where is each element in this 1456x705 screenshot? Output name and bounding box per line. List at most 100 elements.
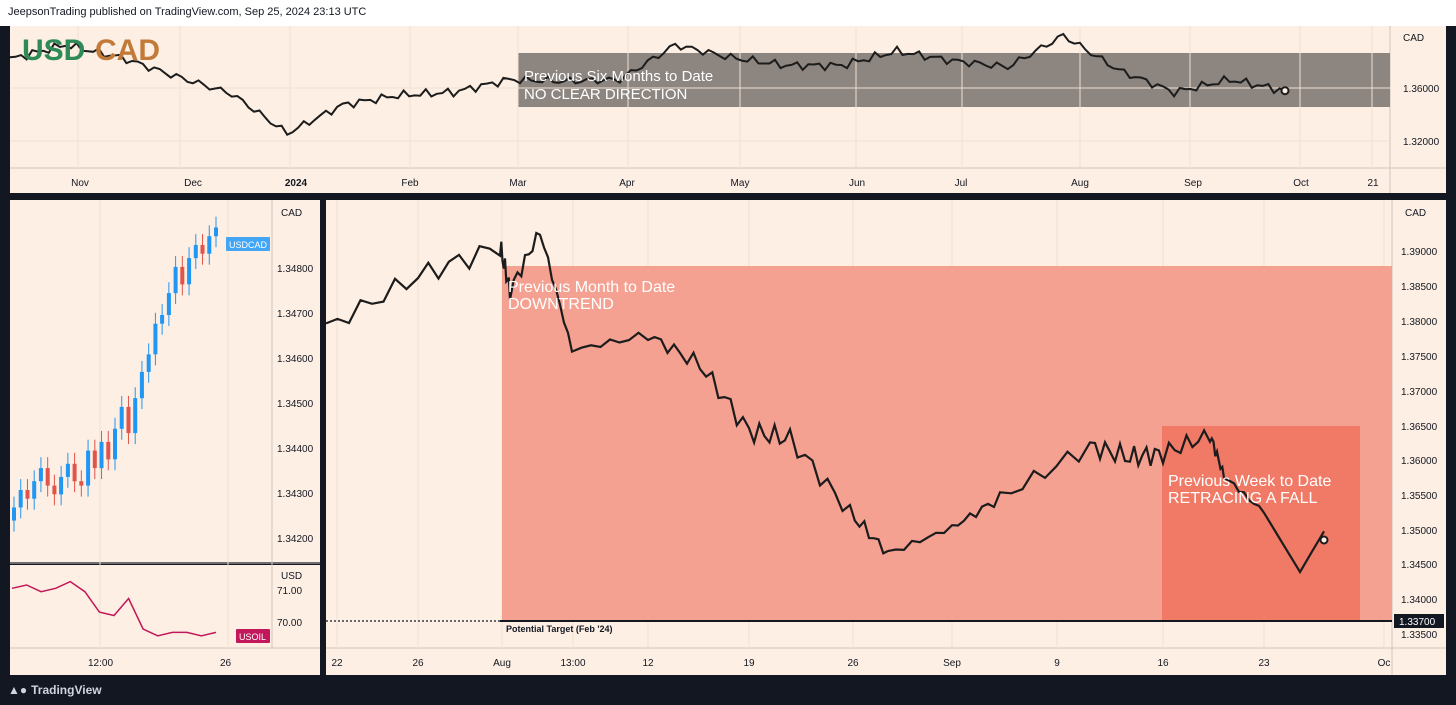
- main-price-tick: 1.37000: [1401, 387, 1438, 398]
- main-price-tick: 1.39000: [1401, 247, 1438, 258]
- left-price-tick: 1.34200: [277, 534, 314, 545]
- top-currency-label: CAD: [1403, 33, 1424, 44]
- left-price-tick: 1.34500: [277, 399, 314, 410]
- left-price-axis: [272, 200, 320, 562]
- candle-body: [99, 441, 104, 469]
- candle-body: [72, 463, 77, 482]
- candle-body: [173, 266, 178, 294]
- title-usd: USD: [22, 34, 85, 67]
- oil-tick-1: 71.00: [277, 586, 302, 597]
- oil-tick-2: 70.00: [277, 618, 302, 629]
- main-price-tick: 1.38500: [1401, 282, 1438, 293]
- candle-body: [106, 441, 111, 460]
- left-price-tick: 1.34400: [277, 444, 314, 455]
- candle-body: [65, 463, 70, 477]
- footer-brand-label: TradingView: [31, 683, 102, 697]
- candle-body: [59, 476, 64, 495]
- six-month-price-line: [9, 32, 1286, 136]
- candle-body: [214, 227, 218, 237]
- candle-body: [153, 323, 158, 355]
- main-time-tick: 26: [412, 658, 424, 669]
- top-time-tick: Apr: [619, 178, 635, 189]
- main-price-tick: 1.37500: [1401, 352, 1438, 363]
- candle-body: [160, 315, 165, 324]
- candle-body: [18, 490, 23, 508]
- candle-body: [146, 354, 151, 372]
- publish-info: JeepsonTrading published on TradingView.…: [8, 6, 367, 18]
- last-price-dot: [1280, 86, 1290, 96]
- usdcad-badge-label: USDCAD: [229, 240, 268, 250]
- main-time-tick: 9: [1054, 658, 1060, 669]
- left-price-tick: 1.34300: [277, 489, 314, 500]
- main-time-tick: Aug: [493, 658, 511, 669]
- top-time-tick: Mar: [509, 178, 527, 189]
- week-annotation-line2: RETRACING A FALL: [1168, 490, 1317, 507]
- target-price-badge: [1394, 614, 1444, 628]
- candle-body: [207, 236, 212, 254]
- main-currency-label: CAD: [1405, 208, 1426, 219]
- candle-body: [32, 481, 37, 499]
- top-time-tick: Jul: [955, 178, 968, 189]
- oil-currency-label: USD: [281, 571, 302, 582]
- usoil-badge-label: USOIL: [239, 632, 266, 642]
- target-price-badge-label: 1.33700: [1399, 617, 1436, 628]
- candle-body: [133, 398, 138, 434]
- month-annotation-line2: DOWNTREND: [508, 296, 614, 313]
- candle-body: [12, 507, 16, 521]
- top-time-tick: Nov: [71, 178, 89, 189]
- main-panel: Potential Target (Feb '24) Previous Mont…: [325, 200, 1446, 675]
- candle-body: [119, 406, 124, 429]
- main-time-tick: 22: [331, 658, 343, 669]
- main-time-tick: 16: [1157, 658, 1169, 669]
- month-price-line: [325, 231, 1325, 575]
- usoil-line: [11, 580, 217, 637]
- main-time-tick: 13:00: [560, 658, 585, 669]
- top-panel: Previous Six Months to Date NO CLEAR DIR…: [9, 26, 1446, 193]
- left-currency-label: CAD: [281, 208, 302, 219]
- candle-body: [25, 490, 30, 499]
- month-annotation-line1: Previous Month to Date: [508, 279, 675, 296]
- main-price-tick: 1.38000: [1401, 317, 1438, 328]
- candle-body: [187, 258, 192, 285]
- candle-body: [139, 371, 144, 399]
- chart-canvas[interactable]: Previous Six Months to Date NO CLEAR DIR…: [0, 0, 1456, 680]
- top-time-tick: Oct: [1293, 178, 1309, 189]
- main-price-axis: [1392, 200, 1446, 648]
- title-cad: CAD: [95, 34, 160, 67]
- main-price-tick: 1.35500: [1401, 491, 1438, 502]
- six-month-annotation-line1: Previous Six Months to Date: [524, 68, 713, 85]
- left-price-tick: 1.34700: [277, 309, 314, 320]
- left-time-axis: [10, 648, 320, 675]
- left-grid: [99, 200, 229, 648]
- publish-bar: JeepsonTrading published on TradingView.…: [0, 0, 1456, 26]
- main-time-tick: 26: [847, 658, 859, 669]
- left-time-tick-2: 26: [220, 658, 232, 669]
- candle-body: [45, 468, 50, 486]
- six-month-annotation-line2: NO CLEAR DIRECTION: [524, 86, 687, 103]
- candle-body: [113, 428, 117, 460]
- week-annotation-line1: Previous Week to Date: [1168, 473, 1331, 490]
- footer-brand[interactable]: ▲● TradingView: [8, 683, 102, 697]
- top-price-tick-2: 1.32000: [1403, 137, 1440, 148]
- left-time-tick-1: 12:00: [88, 658, 113, 669]
- main-price-tick: 1.36000: [1401, 456, 1438, 467]
- top-time-ticks: Nov Dec 2024 Feb Mar Apr May Jun Jul Aug Sep Oct 21: [71, 178, 1379, 189]
- main-time-tick: 19: [743, 658, 755, 669]
- main-time-tick: 23: [1258, 658, 1270, 669]
- usdcad-badge: [226, 237, 270, 251]
- tradingview-logo-icon: ▲●: [8, 683, 28, 697]
- top-time-tick: 2024: [285, 178, 308, 189]
- left-panel: CAD 1.348001.347001.346001.345001.344001…: [10, 200, 320, 675]
- top-price-axis: [1390, 26, 1446, 168]
- footer-bar: [0, 680, 1456, 705]
- usdcad-candles: [12, 216, 218, 532]
- candle-body: [79, 481, 84, 486]
- left-price-ticks: 1.34800 1.34700 1.34600 1.34500 1.34400 1.343…: [277, 264, 314, 545]
- top-time-axis: [10, 168, 1446, 193]
- main-time-axis: [326, 648, 1446, 675]
- main-time-tick: Sep: [943, 658, 961, 669]
- top-time-tick: Jun: [849, 178, 865, 189]
- main-time-tick: Oc: [1378, 658, 1391, 669]
- main-price-tick: 1.34500: [1401, 560, 1438, 571]
- candle-body: [52, 485, 57, 495]
